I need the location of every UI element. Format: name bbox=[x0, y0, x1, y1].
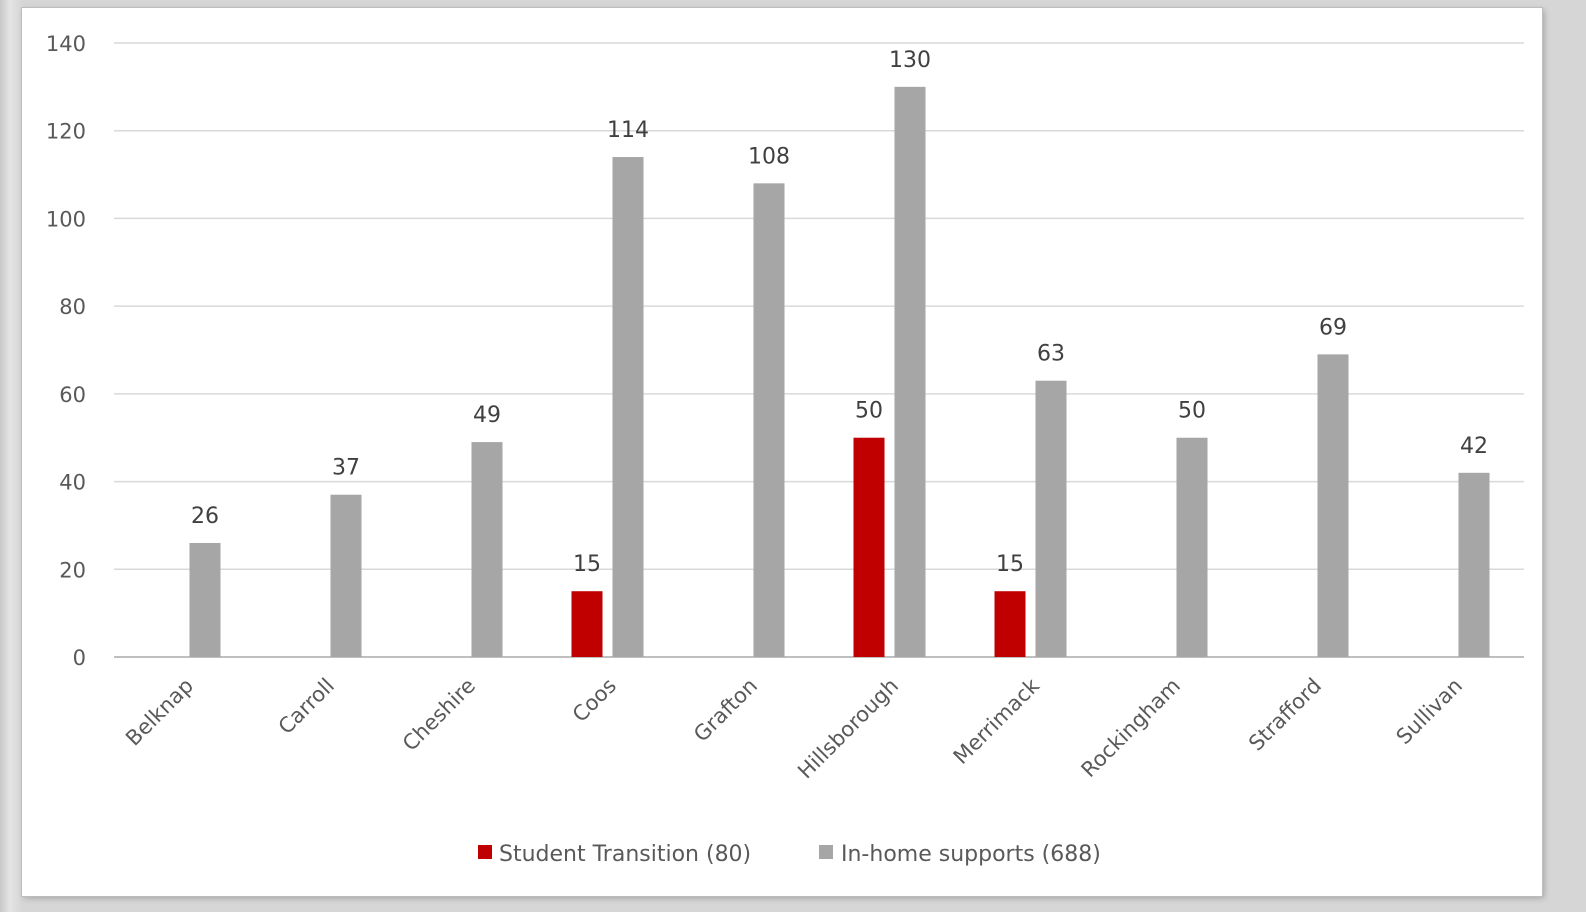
x-tick-label: Cheshire bbox=[398, 674, 480, 756]
x-tick-label: Rockingham bbox=[1077, 674, 1185, 782]
x-tick-label: Belknap bbox=[121, 674, 198, 751]
bar-student-transition bbox=[853, 437, 885, 657]
bar-in-home-supports bbox=[471, 442, 503, 657]
data-label: 15 bbox=[996, 552, 1024, 577]
bar-student-transition bbox=[571, 591, 603, 657]
x-tick-label: Coos bbox=[568, 674, 621, 727]
data-label: 50 bbox=[1178, 399, 1206, 424]
data-label: 114 bbox=[607, 118, 649, 143]
x-axis: Belknap Carroll Cheshire Coos Grafton Hillsbo… bbox=[121, 673, 1467, 783]
legend: Student Transition (80) In-home supports … bbox=[478, 842, 1101, 867]
data-label: 26 bbox=[191, 504, 219, 529]
x-tick-label: Sullivan bbox=[1392, 674, 1467, 749]
y-tick-label: 0 bbox=[73, 646, 86, 670]
x-tick-label: Merrimack bbox=[949, 673, 1045, 769]
bars bbox=[189, 86, 1490, 658]
y-tick-label: 60 bbox=[59, 383, 86, 407]
y-tick-label: 20 bbox=[59, 558, 86, 582]
legend-swatch-student-transition bbox=[478, 845, 492, 859]
data-label: 15 bbox=[573, 552, 601, 577]
data-label: 130 bbox=[889, 48, 931, 73]
bar-in-home-supports bbox=[612, 157, 644, 657]
bar-in-home-supports bbox=[894, 86, 926, 658]
y-axis: 0 20 40 60 80 100 120 140 bbox=[46, 32, 86, 670]
data-label: 49 bbox=[473, 403, 501, 428]
bar-in-home-supports bbox=[1176, 437, 1208, 657]
bar-in-home-supports bbox=[330, 494, 362, 657]
bar-student-transition bbox=[994, 591, 1026, 657]
y-tick-label: 120 bbox=[46, 120, 86, 144]
y-tick-label: 40 bbox=[59, 471, 86, 495]
legend-swatch-in-home-supports bbox=[819, 845, 833, 859]
bar-in-home-supports bbox=[1035, 380, 1067, 657]
legend-label-student-transition: Student Transition (80) bbox=[499, 842, 751, 867]
y-tick-label: 140 bbox=[46, 32, 86, 56]
x-tick-label: Grafton bbox=[689, 674, 762, 747]
bar-in-home-supports bbox=[1458, 472, 1490, 657]
x-tick-label: Carroll bbox=[274, 674, 339, 739]
bar-in-home-supports bbox=[1317, 354, 1349, 657]
data-label: 108 bbox=[748, 144, 790, 169]
x-tick-label: Hillsborough bbox=[793, 674, 903, 784]
x-tick-label: Strafford bbox=[1244, 674, 1326, 756]
bar-in-home-supports bbox=[753, 183, 785, 658]
bar-in-home-supports bbox=[189, 542, 221, 657]
data-label: 50 bbox=[855, 399, 883, 424]
y-tick-label: 80 bbox=[59, 295, 86, 319]
legend-label-in-home-supports: In-home supports (688) bbox=[841, 842, 1101, 867]
data-label: 42 bbox=[1460, 434, 1488, 459]
data-label: 63 bbox=[1037, 342, 1065, 367]
data-label: 37 bbox=[332, 456, 360, 481]
data-labels: 26 37 49 15 114 108 50 130 15 63 50 69 42 bbox=[191, 48, 1488, 577]
y-tick-label: 100 bbox=[46, 207, 86, 231]
data-label: 69 bbox=[1319, 315, 1347, 340]
gridlines bbox=[114, 42, 1524, 658]
